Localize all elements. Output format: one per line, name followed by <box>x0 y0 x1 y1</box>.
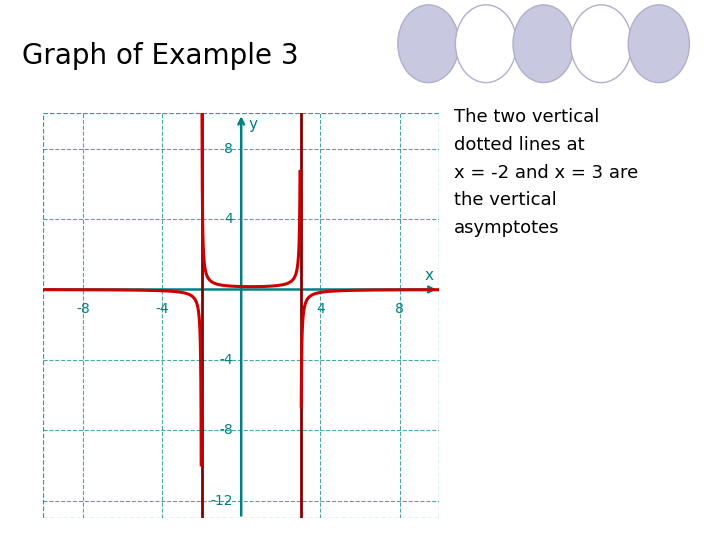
Text: 4: 4 <box>316 302 325 316</box>
Text: The two vertical
dotted lines at
x = -2 and x = 3 are
the vertical
asymptotes: The two vertical dotted lines at x = -2 … <box>454 108 638 237</box>
Text: 8: 8 <box>395 302 404 316</box>
Text: -4: -4 <box>156 302 168 316</box>
Text: -8: -8 <box>76 302 90 316</box>
Ellipse shape <box>570 5 632 83</box>
Text: -4: -4 <box>220 353 233 367</box>
Ellipse shape <box>456 5 517 83</box>
Text: Graph of Example 3: Graph of Example 3 <box>22 42 298 70</box>
Text: 8: 8 <box>225 141 233 156</box>
Text: -12: -12 <box>211 494 233 508</box>
Text: -8: -8 <box>220 423 233 437</box>
Ellipse shape <box>628 5 690 83</box>
Text: 4: 4 <box>225 212 233 226</box>
Text: x: x <box>424 268 433 284</box>
Ellipse shape <box>397 5 459 83</box>
Text: y: y <box>248 117 257 132</box>
Ellipse shape <box>513 5 575 83</box>
